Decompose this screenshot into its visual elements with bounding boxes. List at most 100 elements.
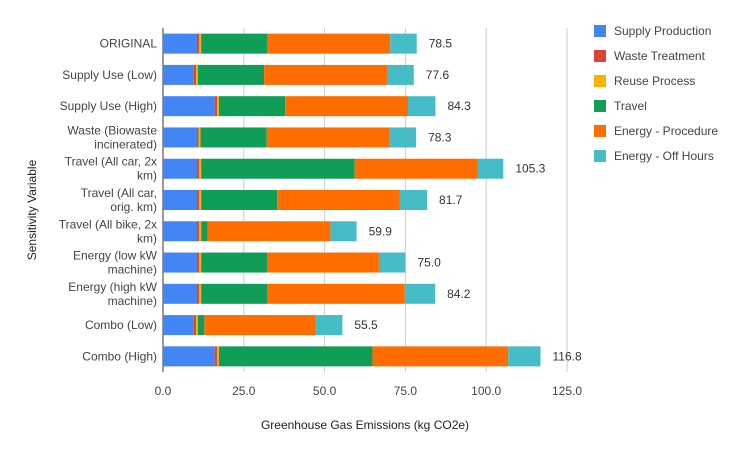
x-tick-label: 25.0 [232,384,256,398]
category-label: km) [137,231,157,245]
legend-swatch [594,50,606,62]
bar-segment [218,96,286,117]
bar-segment [200,127,267,148]
bar-segment [163,346,215,367]
x-tick-label: 50.0 [313,384,337,398]
bars [163,33,541,367]
bar-segment [207,221,331,242]
bar-segment [199,252,202,273]
bar-segment [163,127,197,148]
bar-segment [214,346,217,367]
legend-swatch [594,150,606,162]
category-label: Combo (High) [82,349,157,363]
category-label: incinerated) [94,137,157,151]
bar-segment [196,283,200,304]
legend-label: Travel [614,99,647,113]
total-label: 55.5 [354,318,378,332]
bar-segment [508,346,541,367]
category-label: ORIGINAL [100,37,158,51]
bar-segment [267,252,379,273]
category-label: machine) [108,263,157,277]
bar-segment [196,190,200,210]
bar-segment [199,33,202,54]
bar-segment [196,127,199,148]
bar-segment [372,346,509,367]
bar-segment [216,346,219,367]
bar-segment [199,283,202,304]
bar-segment [196,252,200,273]
x-tick-label: 0.0 [155,384,172,398]
total-label: 116.8 [552,349,581,363]
legend-swatch [594,25,606,37]
category-label: Combo (Low) [85,318,157,332]
bar-segment [266,127,390,148]
bar-segment [354,158,478,179]
bar-segment [163,221,197,242]
bar-segment [214,96,217,117]
category-label: orig. km) [110,200,157,214]
legend-label: Energy - Procedure [614,124,718,138]
bar-segment [285,96,408,117]
legend-swatch [594,125,606,137]
category-label: machine) [108,294,157,308]
total-label: 59.9 [369,224,393,238]
x-tick-label: 125.0 [552,384,582,398]
bar-segment [378,252,406,273]
total-label: 78.3 [428,130,452,144]
bar-segment [267,33,391,54]
bar-segment [196,221,200,242]
category-label: km) [137,169,157,183]
legend: Supply Production Waste Treatment Reuse Pr… [594,24,718,163]
bar-segment [163,158,197,179]
bar-segment [277,190,400,210]
bar-segment [196,33,200,54]
bar-segment [389,127,417,148]
category-label: Supply Use (Low) [62,68,157,82]
bar-segment [163,283,197,304]
category-label: Travel (All car, [81,186,157,200]
category-label: Travel (All car, 2x [65,155,157,169]
bar-segment [201,33,268,54]
category-label: Supply Use (High) [60,99,157,113]
x-tick-label: 75.0 [394,384,418,398]
bar-segment [201,158,355,179]
category-label: Travel (All bike, 2x [59,217,157,231]
total-label: 84.3 [447,99,471,113]
total-label: 84.2 [447,287,471,301]
category-label: Energy (low kW [73,249,158,263]
category-label: Energy (high kW [68,280,157,294]
bar-segment [198,127,201,148]
legend-label: Reuse Process [614,74,695,88]
legend-swatch [594,75,606,87]
total-label: 78.5 [429,37,453,51]
bar-segment [197,315,205,336]
bar-segment [163,33,197,54]
y-axis-title: Sensitivity Variable [25,159,39,260]
total-label: 81.7 [439,193,463,207]
bar-segment [390,33,417,54]
bar-segment [163,252,197,273]
total-label: 105.3 [515,162,545,176]
bar-segment [195,64,198,85]
bar-segment [216,96,219,117]
bar-segment [197,64,265,85]
bar-segment [201,283,268,304]
bar-segment [195,315,198,336]
x-tick-label: 100.0 [471,384,501,398]
bar-segment [196,158,200,179]
legend-label: Supply Production [614,24,711,38]
bar-segment [204,315,316,336]
bar-segment [201,190,278,210]
bar-segment [330,221,357,242]
x-axis-title: Greenhouse Gas Emissions (kg CO2e) [261,418,469,432]
bar-segment [193,64,196,85]
bar-segment [163,96,215,117]
bar-segment [199,221,202,242]
legend-swatch [594,100,606,112]
bar-segment [201,252,268,273]
category-label: Waste (Biowaste [67,123,157,137]
bar-segment [193,315,196,336]
bar-segment [315,315,343,336]
